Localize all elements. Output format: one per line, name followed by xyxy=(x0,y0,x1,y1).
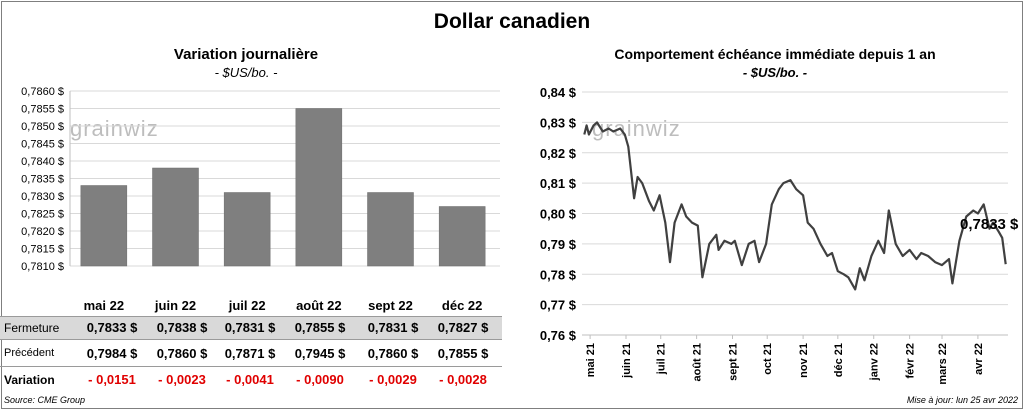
change-cell-2: - 0,0041 xyxy=(226,372,274,387)
line-x-tick-label: déc 21 xyxy=(833,343,845,377)
close-row-label: Fermeture xyxy=(4,321,60,335)
previous-cell-3: 0,7945 $ xyxy=(294,346,346,361)
bar-y-tick-label: 0,7830 $ xyxy=(21,191,64,203)
bar-y-tick-label: 0,7855 $ xyxy=(21,104,64,116)
close-row-bg xyxy=(0,316,502,340)
bar-x-label: déc 22 xyxy=(442,298,482,313)
bar-y-tick-label: 0,7850 $ xyxy=(21,121,64,133)
line-y-tick-label: 0,79 $ xyxy=(540,237,577,252)
line-x-tick-label: mai 21 xyxy=(585,343,597,377)
change-row-label: Variation xyxy=(4,373,55,387)
line-y-tick-label: 0,78 $ xyxy=(540,267,577,282)
change-cell-1: - 0,0023 xyxy=(158,372,206,387)
right-panel-title: Comportement échéance immédiate depuis 1… xyxy=(614,46,936,62)
line-x-tick-label: sept 21 xyxy=(727,343,739,381)
change-cell-4: - 0,0029 xyxy=(369,372,417,387)
bar-y-tick-label: 0,7825 $ xyxy=(21,209,64,221)
left-panel-unit: - $US/bo. - xyxy=(214,65,278,80)
bar-0 xyxy=(80,185,128,267)
line-y-tick-label: 0,77 $ xyxy=(540,298,577,313)
bar-y-tick-label: 0,7835 $ xyxy=(21,174,64,186)
row-divider xyxy=(0,366,502,367)
close-cell-2: 0,7831 $ xyxy=(224,320,276,335)
close-cell-0: 0,7833 $ xyxy=(86,320,138,335)
bar-y-tick-label: 0,7810 $ xyxy=(21,261,64,273)
line-y-tick-label: 0,83 $ xyxy=(540,115,577,130)
bar-3 xyxy=(295,108,343,267)
bar-y-tick-label: 0,7840 $ xyxy=(21,156,64,168)
previous-cell-0: 0,7984 $ xyxy=(86,346,138,361)
change-cell-5: - 0,0028 xyxy=(439,372,487,387)
source-note: Source: CME Group xyxy=(4,395,86,405)
previous-cell-5: 0,7855 $ xyxy=(437,346,489,361)
change-cell-3: - 0,0090 xyxy=(296,372,344,387)
bar-x-label: juin 22 xyxy=(154,298,196,313)
line-x-tick-label: juin 21 xyxy=(621,343,633,379)
left-watermark-logo: grainwiz xyxy=(70,116,159,141)
line-x-tick-label: nov 21 xyxy=(798,343,810,378)
bar-y-tick-label: 0,7845 $ xyxy=(21,139,64,151)
page-title: Dollar canadien xyxy=(433,10,591,33)
line-x-tick-label: févr 22 xyxy=(905,343,917,378)
line-y-tick-label: 0,81 $ xyxy=(540,176,577,191)
line-x-tick-label: oct 21 xyxy=(762,343,774,375)
bar-y-tick-label: 0,7815 $ xyxy=(21,244,64,256)
bar-x-label: août 22 xyxy=(296,298,342,313)
previous-cell-4: 0,7860 $ xyxy=(367,346,419,361)
bar-5 xyxy=(438,206,486,267)
price-series-line xyxy=(583,121,1007,291)
line-x-tick-label: avr 22 xyxy=(973,343,985,375)
line-x-tick-label: août 21 xyxy=(692,343,704,382)
previous-row-label: Précédent xyxy=(4,347,55,359)
right-panel-unit: - $US/bo. - xyxy=(742,65,808,80)
bar-y-tick-label: 0,7860 $ xyxy=(21,86,64,98)
close-cell-5: 0,7827 $ xyxy=(437,320,489,335)
previous-cell-2: 0,7871 $ xyxy=(224,346,276,361)
line-x-tick-label: juil 21 xyxy=(656,343,668,375)
line-x-tick-label: janv 22 xyxy=(869,343,881,381)
bar-x-label: mai 22 xyxy=(84,298,124,313)
bar-x-label: juil 22 xyxy=(228,298,266,313)
bar-y-tick-label: 0,7820 $ xyxy=(21,226,64,238)
bar-chart: 0,7810 $ 0,7815 $ 0,7820 $ 0,7825 $ 0,7830 $… xyxy=(21,86,500,313)
line-y-tick-label: 0,84 $ xyxy=(540,85,577,100)
bar-x-label: sept 22 xyxy=(368,298,413,313)
bar-4 xyxy=(367,192,414,267)
line-y-tick-label: 0,80 $ xyxy=(540,207,577,222)
line-y-tick-label: 0,76 $ xyxy=(540,328,577,343)
last-value-label: 0,7833 $ xyxy=(960,216,1019,233)
close-cell-1: 0,7838 $ xyxy=(156,320,208,335)
line-x-tick-label: mars 22 xyxy=(937,343,949,385)
update-note: Mise à jour: lun 25 avr 2022 xyxy=(906,395,1018,405)
bar-1 xyxy=(152,167,199,267)
line-chart: 0,76 $ 0,77 $ 0,78 $ 0,79 $ 0,80 $ 0,81 $ 0,82… xyxy=(540,85,1008,385)
line-y-tick-label: 0,82 $ xyxy=(540,146,577,161)
change-cell-0: - 0,0151 xyxy=(88,372,136,387)
bar-2 xyxy=(223,192,271,267)
close-cell-3: 0,7855 $ xyxy=(294,320,346,335)
left-panel-title: Variation journalière xyxy=(173,46,319,63)
close-cell-4: 0,7831 $ xyxy=(367,320,419,335)
previous-cell-1: 0,7860 $ xyxy=(156,346,208,361)
